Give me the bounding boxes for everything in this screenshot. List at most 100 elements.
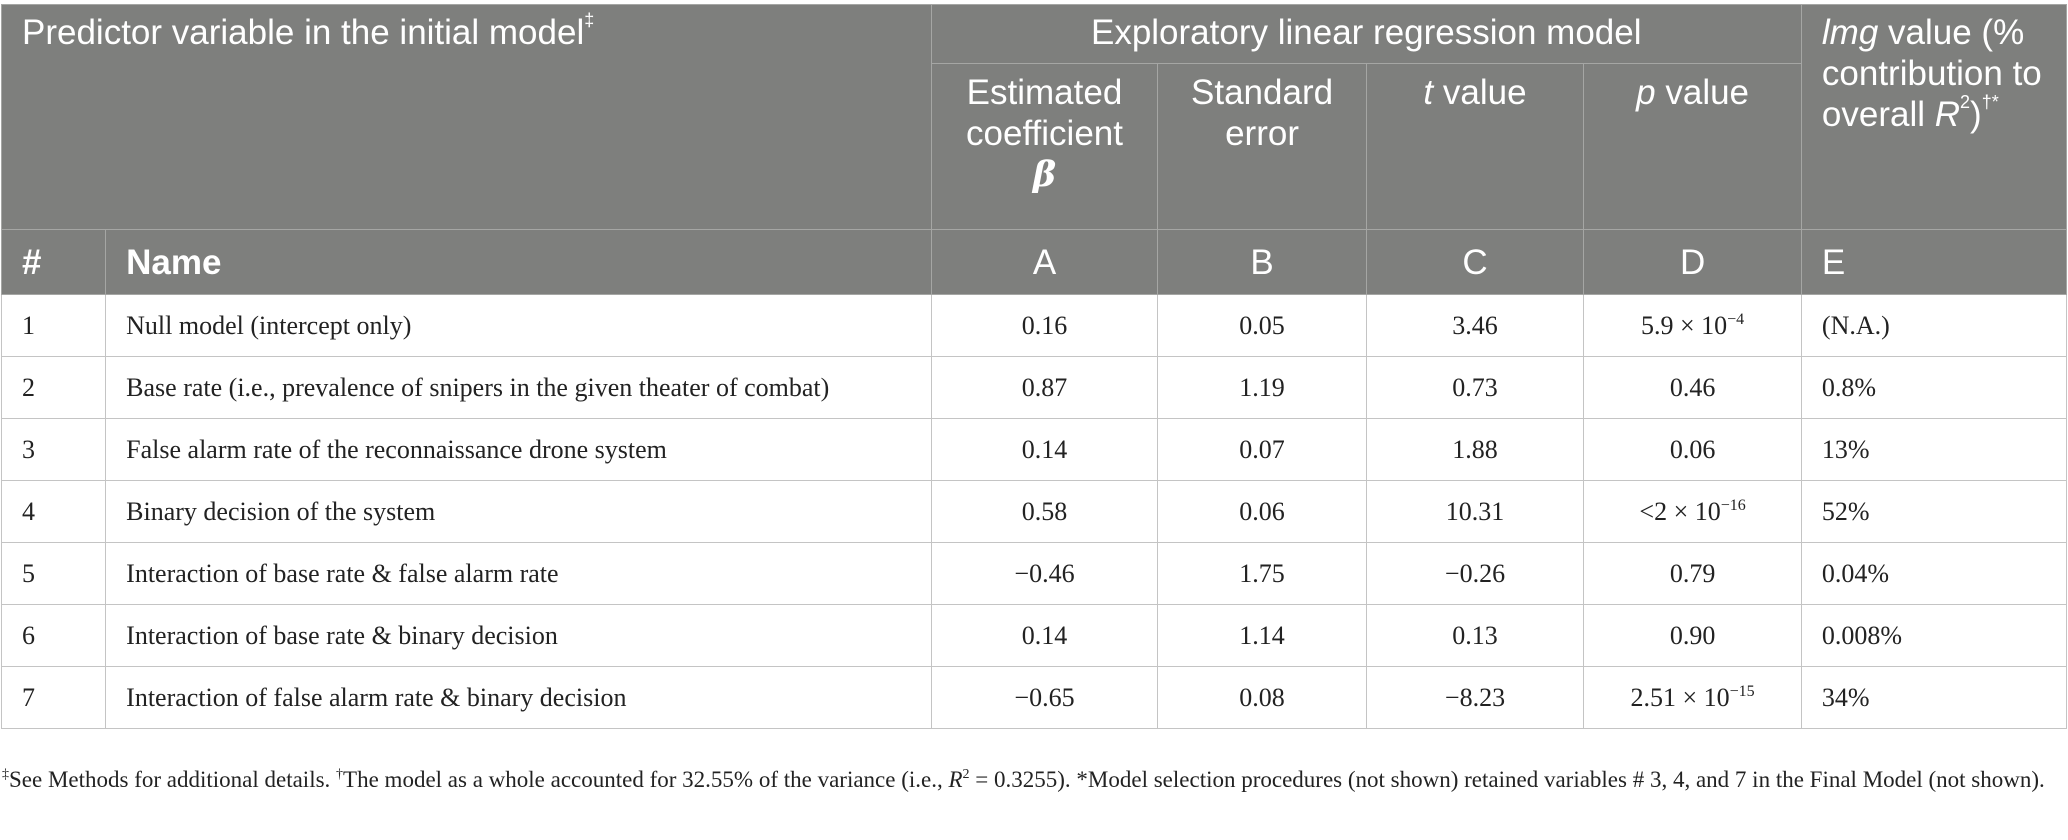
row-number: 4 (0, 480, 107, 543)
t-value: 0.73 (1365, 356, 1585, 419)
p-value-cell: 0.46 (1583, 356, 1802, 419)
lmg-r-symbol: R (1934, 95, 1961, 134)
p-value-cell: 2.51 × 10−15 (1583, 666, 1802, 729)
coefficient-value: 0.87 (930, 356, 1159, 419)
column-letter-c: C (1365, 229, 1585, 295)
t-value: 3.46 (1365, 294, 1585, 357)
p-value-header: p value (1583, 63, 1802, 230)
regression-table: Predictor variable in the initial model‡… (0, 4, 2068, 729)
standard-error-value: 0.07 (1157, 418, 1367, 481)
p-value: 0.06 (1669, 434, 1716, 464)
lmg-value: 52% (1800, 480, 2068, 543)
table-footnote: ‡See Methods for additional details. †Th… (2, 762, 2057, 798)
table-row: 7 Interaction of false alarm rate & bina… (0, 666, 2068, 729)
standard-error-value: 0.08 (1157, 666, 1367, 729)
p-value: <2 × 10 (1639, 496, 1721, 526)
model-group-header: Exploratory linear regression model (930, 4, 1802, 64)
table-row: 2 Base rate (i.e., prevalence of snipers… (0, 356, 2068, 419)
footnote-dagger: † (336, 767, 344, 782)
lmg-description: value (% contribution to overall (1821, 13, 2042, 134)
t-value: 1.88 (1365, 418, 1585, 481)
p-value-exponent: −16 (1720, 496, 1746, 514)
lmg-word: lmg (1821, 13, 1879, 52)
footnote-r-squared: 2 (962, 767, 970, 782)
standard-error-value: 1.75 (1157, 542, 1367, 605)
variable-name: Base rate (i.e., prevalence of snipers i… (105, 356, 932, 419)
standard-error-value: 0.06 (1157, 480, 1367, 543)
t-value: −0.26 (1365, 542, 1585, 605)
p-value: 0.79 (1669, 558, 1716, 588)
p-value-exponent: −4 (1727, 310, 1745, 328)
lmg-header: lmg value (% contribution to overall R2)… (1800, 4, 2068, 230)
table-row: 3 False alarm rate of the reconnaissance… (0, 418, 2068, 481)
p-symbol: p (1636, 73, 1656, 112)
variable-name-header: Name (105, 229, 932, 295)
lmg-value: 0.008% (1800, 604, 2068, 667)
column-letter-a: A (930, 229, 1159, 295)
row-number: 3 (0, 418, 107, 481)
t-value-label: value (1433, 73, 1527, 112)
variable-name: Interaction of false alarm rate & binary… (105, 666, 932, 729)
beta-symbol: β (1032, 154, 1057, 195)
variable-name: Binary decision of the system (105, 480, 932, 543)
table-row: 4 Binary decision of the system 0.58 0.0… (0, 480, 2068, 543)
lmg-value: (N.A.) (1800, 294, 2068, 357)
predictor-variable-header: Predictor variable in the initial model‡ (1, 4, 932, 230)
row-number: 2 (0, 356, 107, 419)
coefficient-header: Estimated coefficient β (930, 63, 1159, 230)
t-value: 10.31 (1365, 480, 1585, 543)
variable-name: Interaction of base rate & binary decisi… (105, 604, 932, 667)
row-number-header: # (0, 229, 107, 295)
row-number: 1 (0, 294, 107, 357)
coefficient-value: 0.14 (930, 418, 1159, 481)
standard-error-value: 1.14 (1157, 604, 1367, 667)
p-value-cell: 0.06 (1583, 418, 1802, 481)
p-value-exponent: −15 (1729, 682, 1755, 700)
footnote-selection-text: = 0.3255). *Model selection procedures (… (969, 767, 2045, 792)
p-value-cell: <2 × 10−16 (1583, 480, 1802, 543)
t-value: 0.13 (1365, 604, 1585, 667)
row-number: 7 (0, 666, 107, 729)
predictor-variable-title: Predictor variable in the initial model (22, 13, 585, 52)
coefficient-value: −0.46 (930, 542, 1159, 605)
t-value-header: t value (1365, 63, 1585, 230)
p-value: 2.51 × 10 (1630, 682, 1730, 712)
coefficient-value: 0.14 (930, 604, 1159, 667)
variable-name: Null model (intercept only) (105, 294, 932, 357)
variable-name: False alarm rate of the reconnaissance d… (105, 418, 932, 481)
lmg-value: 34% (1800, 666, 2068, 729)
lmg-value: 0.8% (1800, 356, 2068, 419)
footnote-r-symbol: R (948, 767, 963, 792)
row-number: 6 (0, 604, 107, 667)
column-letter-e: E (1800, 229, 2068, 295)
p-value-cell: 0.79 (1583, 542, 1802, 605)
footnote-variance-text: The model as a whole accounted for 32.55… (343, 767, 949, 792)
table-row: 5 Interaction of base rate & false alarm… (0, 542, 2068, 605)
table-row: 1 Null model (intercept only) 0.16 0.05 … (0, 294, 2068, 357)
column-letter-d: D (1583, 229, 1802, 295)
coefficient-value: −0.65 (930, 666, 1159, 729)
standard-error-header: Standard error (1157, 63, 1367, 230)
standard-error-value: 1.19 (1157, 356, 1367, 419)
t-value: −8.23 (1365, 666, 1585, 729)
coefficient-value: 0.16 (930, 294, 1159, 357)
lmg-footnote-marks: †* (1981, 92, 1999, 112)
table-row: 6 Interaction of base rate & binary deci… (0, 604, 2068, 667)
p-value-cell: 5.9 × 10−4 (1583, 294, 1802, 357)
p-value: 0.46 (1669, 372, 1716, 402)
coefficient-label: Estimated coefficient (966, 73, 1123, 153)
p-value: 5.9 × 10 (1640, 310, 1728, 340)
footnote-double-dagger: ‡ (2, 767, 9, 782)
footnote-methods-text: See Methods for additional details. (9, 767, 337, 792)
column-letter-b: B (1157, 229, 1367, 295)
lmg-close-paren: ) (1970, 95, 1982, 134)
t-symbol: t (1423, 73, 1434, 112)
lmg-value: 13% (1800, 418, 2068, 481)
row-number: 5 (0, 542, 107, 605)
p-value: 0.90 (1669, 620, 1716, 650)
variable-name: Interaction of base rate & false alarm r… (105, 542, 932, 605)
p-value-label: value (1655, 73, 1750, 112)
lmg-value: 0.04% (1800, 542, 2068, 605)
lmg-r-squared: 2 (1960, 92, 1971, 112)
p-value-cell: 0.90 (1583, 604, 1802, 667)
